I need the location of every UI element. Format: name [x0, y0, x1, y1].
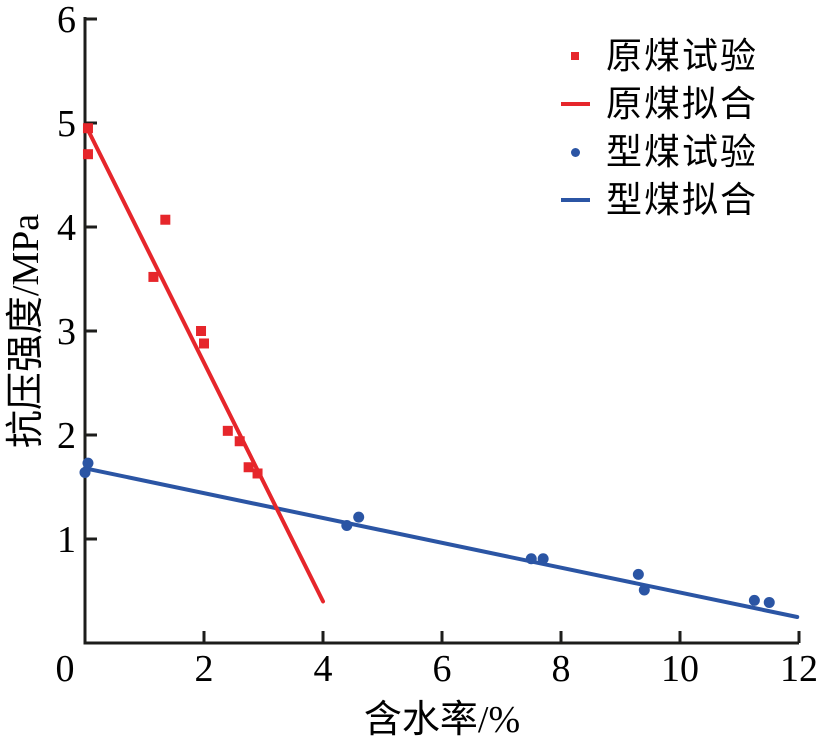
data-point-square: [148, 271, 159, 282]
legend-marker-cell: [558, 52, 592, 60]
legend-marker-cell: [558, 147, 592, 157]
data-point-circle: [748, 594, 760, 606]
y-axis-title: 抗压强度/MPa: [5, 214, 47, 448]
blue-line-marker-icon: [560, 198, 590, 202]
data-point-circle: [537, 553, 549, 565]
legend-label-raw-coal-fit: 原煤拟合: [606, 84, 759, 124]
x-axis-title: 含水率/%: [363, 699, 521, 741]
y-tick-label: 4: [57, 207, 76, 249]
red-line-marker-icon: [560, 102, 590, 106]
data-point-circle: [341, 519, 353, 531]
legend-marker-cell: [558, 102, 592, 106]
blue-dot-marker-icon: [570, 147, 580, 157]
legend-label-briquette-fit: 型煤拟合: [606, 180, 759, 220]
fit-line: [87, 130, 325, 604]
data-point-circle: [79, 466, 91, 478]
x-tick-label: 10: [661, 648, 699, 690]
data-point-square: [82, 123, 93, 134]
data-point-square: [199, 338, 209, 349]
data-point-square: [82, 149, 93, 160]
data-point-square: [222, 425, 233, 436]
y-tick-label: 5: [57, 103, 76, 145]
red-square-marker-icon: [571, 52, 579, 60]
x-tick-label: 8: [552, 648, 571, 690]
data-point-circle: [632, 568, 644, 580]
legend-item-raw-coal-test: 原煤试验: [558, 32, 758, 80]
data-point-square: [243, 462, 254, 473]
legend-item-briquette-test: 型煤试验: [558, 128, 758, 176]
data-point-circle: [525, 553, 537, 565]
y-tick-label: 1: [57, 519, 76, 561]
x-tick-label: 6: [433, 648, 452, 690]
legend-label-raw-coal-test: 原煤试验: [606, 36, 759, 76]
data-point-square: [252, 468, 263, 479]
legend-item-briquette-fit: 型煤拟合: [558, 176, 758, 224]
fit-line: [83, 466, 800, 619]
y-tick-label: 2: [57, 415, 76, 457]
data-point-circle: [763, 596, 775, 608]
data-point-circle: [638, 584, 650, 596]
legend-label-briquette-test: 型煤试验: [606, 132, 759, 172]
data-point-circle: [353, 511, 365, 523]
legend: 原煤试验 原煤拟合 型煤试验 型煤拟合: [558, 32, 758, 224]
data-point-square: [160, 214, 171, 225]
x-tick-label: 2: [195, 648, 214, 690]
x-tick-label: 4: [314, 648, 333, 690]
legend-marker-cell: [558, 198, 592, 202]
x-tick-label: 12: [780, 648, 817, 690]
x-tick-label: 0: [56, 648, 75, 690]
data-point-square: [196, 326, 207, 336]
data-point-square: [234, 436, 245, 447]
y-tick-label: 6: [57, 0, 76, 41]
legend-item-raw-coal-fit: 原煤拟合: [558, 80, 758, 128]
data-point-circle: [82, 457, 94, 469]
y-tick-label: 3: [57, 311, 76, 353]
